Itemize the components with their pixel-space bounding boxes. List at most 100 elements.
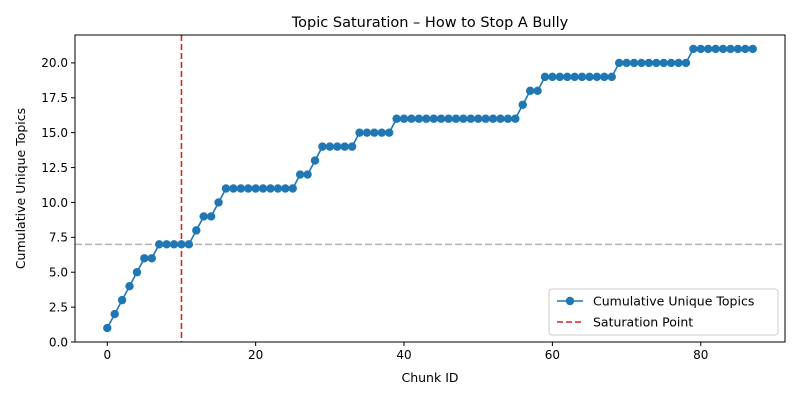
data-point bbox=[644, 58, 654, 68]
data-point bbox=[258, 184, 268, 193]
data-point bbox=[377, 128, 386, 137]
data-point bbox=[370, 128, 379, 137]
data-point bbox=[429, 114, 438, 123]
data-point bbox=[310, 156, 320, 165]
data-point bbox=[303, 170, 312, 179]
data-point bbox=[666, 58, 676, 68]
y-axis: 0.0 2.5 5.0 7.5 10.0 12.5 15.0 17.5 20.0 bbox=[41, 56, 75, 349]
data-point bbox=[607, 72, 616, 82]
chart-title: Topic Saturation – How to Stop A Bully bbox=[291, 15, 569, 31]
data-point bbox=[681, 58, 691, 68]
data-point bbox=[236, 184, 246, 193]
data-point bbox=[281, 184, 290, 193]
x-tick-label: 0 bbox=[103, 348, 111, 362]
y-axis-label: Cumulative Unique Topics bbox=[13, 108, 28, 269]
data-point bbox=[555, 72, 565, 82]
data-point bbox=[451, 114, 461, 123]
data-point bbox=[132, 268, 142, 277]
series-line bbox=[106, 48, 753, 329]
data-point bbox=[622, 58, 631, 68]
data-point bbox=[407, 114, 416, 123]
data-point bbox=[444, 114, 453, 123]
plot-area bbox=[75, 35, 785, 342]
data-point bbox=[659, 58, 668, 68]
data-point bbox=[748, 44, 757, 54]
data-point bbox=[585, 72, 594, 82]
data-point bbox=[206, 212, 216, 221]
data-point bbox=[169, 240, 179, 249]
data-point bbox=[244, 184, 253, 193]
data-point bbox=[511, 114, 520, 123]
x-tick-label: 20 bbox=[248, 348, 263, 362]
data-point bbox=[192, 226, 201, 235]
data-point bbox=[600, 72, 609, 82]
data-point bbox=[140, 254, 149, 263]
data-point bbox=[221, 184, 231, 193]
data-point bbox=[481, 114, 490, 123]
data-point bbox=[436, 114, 446, 123]
legend-label: Saturation Point bbox=[593, 315, 693, 330]
y-tick-label: 10.0 bbox=[41, 196, 68, 210]
x-axis: 0 20 40 60 80 bbox=[103, 342, 708, 362]
legend: Cumulative Unique Topics Saturation Point bbox=[548, 288, 779, 336]
data-point bbox=[674, 58, 683, 68]
data-point bbox=[488, 114, 498, 123]
data-point bbox=[466, 114, 476, 123]
data-point bbox=[295, 170, 305, 179]
x-tick-label: 40 bbox=[396, 348, 411, 362]
legend-marker-swatch bbox=[565, 296, 575, 306]
data-point bbox=[614, 58, 624, 68]
y-tick-label: 20.0 bbox=[41, 56, 68, 70]
data-point bbox=[325, 142, 335, 151]
data-point bbox=[696, 44, 705, 54]
x-tick-label: 80 bbox=[693, 348, 708, 362]
data-point bbox=[414, 114, 424, 123]
data-point bbox=[362, 128, 372, 137]
data-point bbox=[422, 114, 431, 123]
data-point bbox=[689, 44, 698, 54]
y-tick-label: 2.5 bbox=[49, 300, 68, 314]
data-point bbox=[333, 142, 342, 151]
data-point bbox=[548, 72, 557, 82]
data-point bbox=[652, 58, 661, 68]
y-tick-label: 5.0 bbox=[49, 266, 68, 280]
data-point bbox=[592, 72, 602, 82]
data-point bbox=[355, 128, 364, 137]
data-point bbox=[533, 86, 542, 96]
data-point bbox=[199, 212, 208, 221]
data-point bbox=[637, 58, 646, 68]
data-point bbox=[147, 254, 156, 263]
data-point bbox=[288, 184, 297, 193]
y-tick-label: 0.0 bbox=[49, 335, 68, 349]
data-point bbox=[103, 323, 112, 333]
data-point bbox=[496, 114, 505, 123]
data-point bbox=[273, 184, 283, 193]
data-point bbox=[563, 72, 572, 82]
legend-label: Cumulative Unique Topics bbox=[593, 294, 754, 309]
data-point bbox=[110, 309, 119, 319]
data-point bbox=[726, 44, 735, 54]
y-tick-label: 12.5 bbox=[41, 161, 68, 175]
x-axis-label: Chunk ID bbox=[401, 370, 458, 385]
data-point bbox=[518, 100, 527, 109]
data-point bbox=[577, 72, 587, 82]
y-tick-label: 15.0 bbox=[41, 126, 68, 140]
axes-frame bbox=[74, 34, 786, 343]
data-point bbox=[214, 198, 223, 207]
data-point bbox=[162, 240, 171, 249]
legend-box bbox=[548, 288, 779, 336]
data-point bbox=[340, 142, 349, 151]
data-point bbox=[711, 44, 720, 54]
data-point bbox=[525, 86, 535, 96]
data-point bbox=[347, 142, 357, 151]
data-point bbox=[266, 184, 275, 193]
y-tick-label: 17.5 bbox=[41, 91, 68, 105]
data-point bbox=[177, 240, 186, 249]
data-point bbox=[184, 240, 194, 249]
data-point bbox=[155, 240, 164, 249]
data-point bbox=[117, 295, 127, 305]
data-point bbox=[718, 44, 728, 54]
data-point bbox=[399, 114, 409, 123]
